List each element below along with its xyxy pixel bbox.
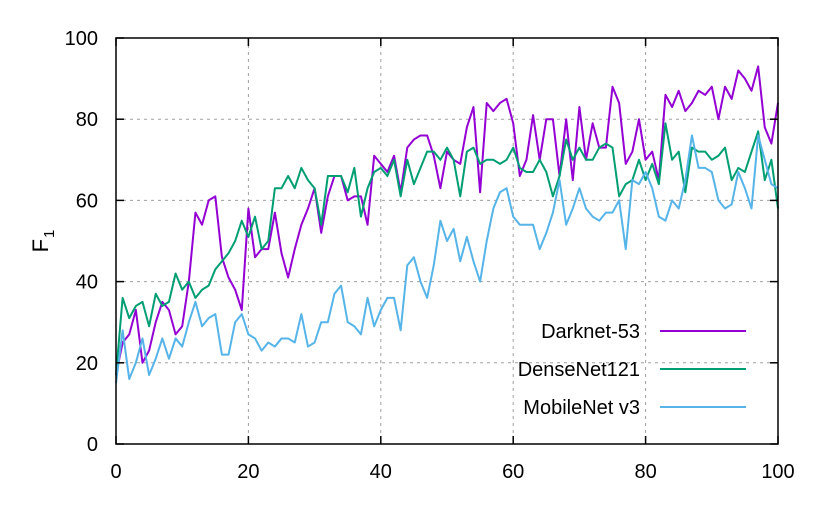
axis-ticks	[115, 37, 779, 445]
legend-label-densenet121: DenseNet121	[518, 359, 640, 381]
series-lines	[115, 65, 779, 384]
y-tick-label: 80	[76, 109, 98, 131]
y-tick-label: 40	[76, 272, 98, 294]
x-tick-label: 0	[110, 461, 121, 483]
y-axis-label-subscript: 1	[41, 230, 58, 238]
grid	[116, 38, 778, 444]
x-tick-label: 20	[237, 461, 259, 483]
x-tick-label: 40	[370, 461, 392, 483]
series-line-densenet121	[115, 122, 779, 376]
x-tick-label: 100	[761, 461, 794, 483]
y-tick-label: 100	[65, 28, 98, 50]
y-tick-label: 60	[76, 190, 98, 212]
legend-label-mobilenet-v3: MobileNet v3	[523, 397, 640, 419]
plot-frame	[115, 37, 779, 445]
x-tick-label: 80	[634, 461, 656, 483]
series-line-darknet-53	[115, 65, 779, 376]
series-line-mobilenet-v3	[115, 134, 779, 384]
y-tick-label: 20	[76, 353, 98, 375]
x-tick-label: 60	[502, 461, 524, 483]
y-axis-label: F1	[28, 230, 58, 253]
axis-tick-labels: 0 20 40 60 80 100 0 20 40 60 80 100	[65, 28, 795, 483]
legend: Darknet-53 DenseNet121 MobileNet v3	[518, 321, 746, 419]
legend-label-darknet-53: Darknet-53	[541, 321, 640, 343]
y-tick-label: 0	[87, 434, 98, 456]
